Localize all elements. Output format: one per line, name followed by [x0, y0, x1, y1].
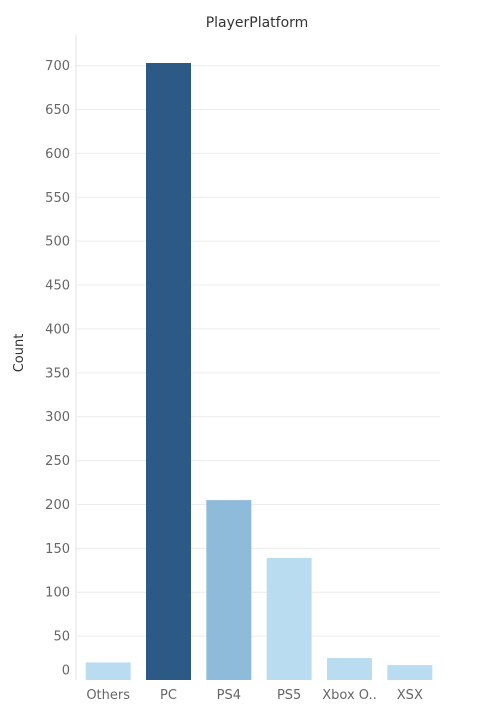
bar-others[interactable]: [85, 662, 131, 680]
x-category-label: PS4: [217, 688, 241, 703]
y-tick-label: 100: [45, 586, 70, 601]
y-tick-label: 50: [53, 630, 70, 645]
y-tick-label: 350: [45, 366, 70, 381]
chart-title: PlayerPlatform: [206, 15, 309, 31]
y-tick-label: 300: [45, 410, 70, 425]
y-tick-label: 450: [45, 279, 70, 294]
y-tick-label: 150: [45, 542, 70, 557]
y-tick-label: 400: [45, 322, 70, 337]
x-axis-labels: Others PC PS4 PS5 Xbox O.. XSX: [86, 688, 423, 703]
bar-xbox-o[interactable]: [327, 658, 372, 680]
x-category-label: Others: [86, 688, 130, 703]
y-tick-label: 0: [62, 664, 70, 679]
y-tick-label: 650: [45, 103, 70, 118]
x-category-label: PC: [160, 688, 177, 703]
y-tick-label: 200: [45, 498, 70, 513]
y-tick-label: 600: [45, 147, 70, 162]
gridlines: [76, 65, 440, 637]
y-tick-label: 500: [45, 235, 70, 250]
x-category-label: Xbox O..: [322, 688, 377, 703]
bars: [85, 63, 433, 680]
y-tick-label: 550: [45, 191, 70, 206]
bar-xsx[interactable]: [387, 665, 433, 680]
y-axis-title: Count: [12, 334, 27, 373]
x-category-label: PS5: [277, 688, 301, 703]
y-axis-ticks: 0 50 100 150 200 250 300 350 400 450 500 550 600 650 7…: [45, 59, 70, 678]
bar-ps5[interactable]: [266, 558, 312, 680]
bar-pc[interactable]: [146, 63, 191, 680]
y-tick-label: 700: [45, 59, 70, 74]
bar-ps4[interactable]: [206, 500, 252, 680]
y-tick-label: 250: [45, 454, 70, 469]
x-category-label: XSX: [397, 688, 423, 703]
